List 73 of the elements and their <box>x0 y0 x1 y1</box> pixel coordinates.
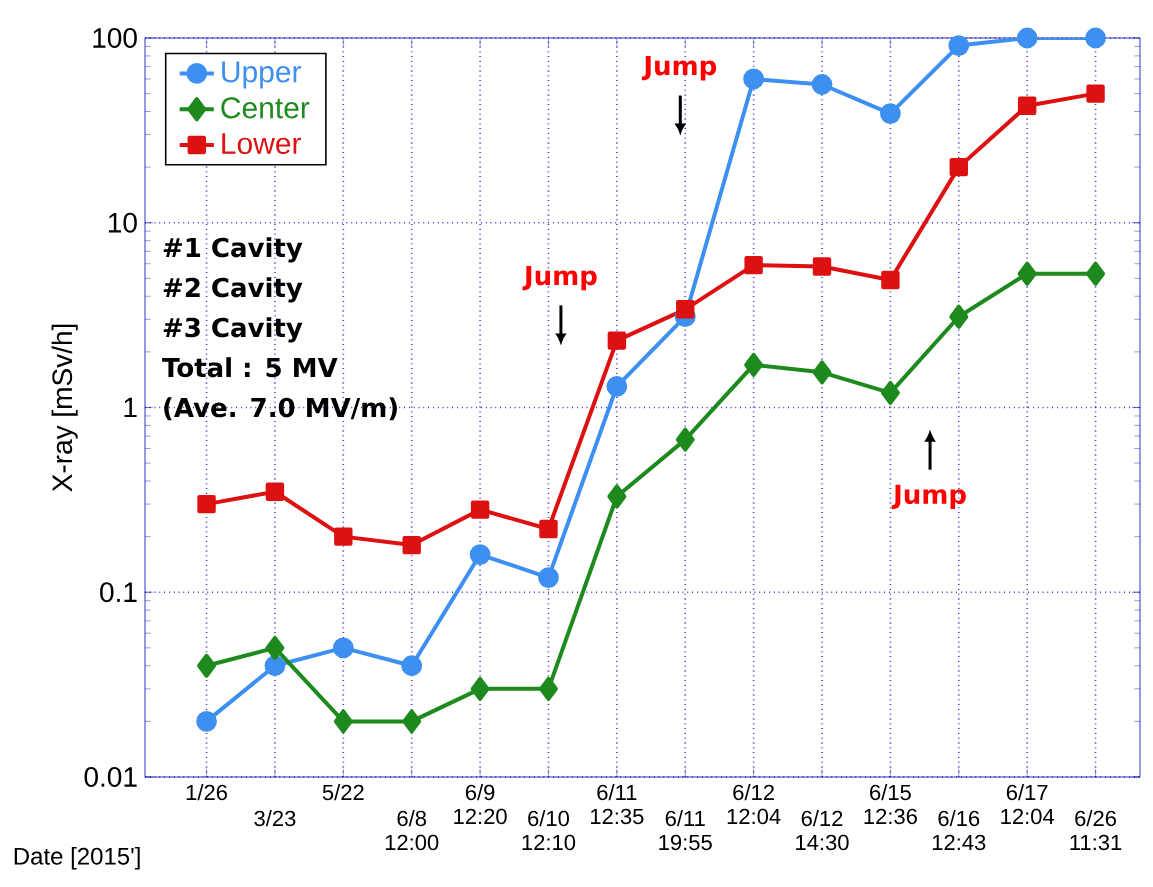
point <box>1086 84 1105 103</box>
point <box>606 376 628 397</box>
y-tick-label: 1 <box>124 397 137 418</box>
x-tick-label: 1/26 <box>186 784 227 801</box>
point <box>811 74 833 95</box>
point <box>538 676 558 701</box>
x-tick-label: 6/12 14:30 <box>796 810 849 851</box>
point <box>744 255 763 275</box>
point <box>812 360 832 385</box>
point <box>743 68 765 90</box>
point <box>264 655 286 677</box>
x-tick-label: 6/12 12:04 <box>727 784 781 825</box>
point <box>949 304 969 329</box>
point <box>197 653 217 678</box>
point <box>744 352 764 377</box>
x-tick-label: 6/8 12:00 <box>385 810 439 851</box>
point <box>538 567 559 589</box>
x-tick-label: 5/22 <box>322 784 364 801</box>
y-tick-label: 100 <box>93 28 137 48</box>
point <box>196 710 217 732</box>
x-tick-label: 6/10 12:10 <box>522 810 576 851</box>
point <box>265 482 285 501</box>
annotation: Jump <box>891 484 966 510</box>
point <box>1086 261 1106 286</box>
point <box>469 544 491 565</box>
annotation: (Ave. 7.0 MV/m) <box>164 397 397 421</box>
point <box>333 709 353 734</box>
legend-label: Lower <box>222 133 302 155</box>
annotation: #3 Cavity <box>163 317 303 343</box>
point <box>880 380 900 405</box>
x-tick-label: 6/11 19:55 <box>659 810 712 851</box>
point <box>402 535 421 555</box>
x-tick-label: 6/15 12:36 <box>864 784 917 825</box>
point <box>948 35 970 56</box>
point <box>1016 27 1038 49</box>
annotation: #1 Cavity <box>163 237 303 263</box>
x-tick-label: 6/11 12:35 <box>590 784 644 825</box>
annotation: Jump <box>522 265 597 291</box>
point <box>880 103 901 124</box>
legend-label: Center <box>221 97 310 119</box>
point <box>881 270 900 290</box>
point <box>197 494 216 514</box>
legend-label: Upper <box>222 61 302 89</box>
point <box>676 300 695 319</box>
point <box>539 519 558 539</box>
point <box>607 331 627 350</box>
point <box>470 676 490 701</box>
point <box>332 637 354 659</box>
point <box>1085 27 1106 49</box>
y-tick-label: 0.01 <box>84 767 137 787</box>
point <box>1017 261 1037 286</box>
x-tick-label: 6/9 12:20 <box>454 784 507 825</box>
point <box>812 257 832 276</box>
point <box>334 527 353 546</box>
annotation: Total : 5 MV <box>162 357 338 378</box>
point <box>402 709 422 734</box>
annotation: #2 Cavity <box>163 277 303 303</box>
point <box>675 427 695 452</box>
y-tick-label: 0.1 <box>100 582 137 603</box>
point <box>265 635 285 660</box>
point <box>607 484 627 509</box>
point <box>401 655 423 677</box>
y-axis-title: X-ray [mSv/h] <box>51 324 78 492</box>
point <box>1017 96 1037 115</box>
annotation: Jump <box>641 56 717 81</box>
x-tick-label: 6/26 11:31 <box>1070 810 1122 851</box>
x-tick-label: 3/23 <box>254 810 296 827</box>
point <box>949 157 968 177</box>
x-axis-title: Date [2015'] <box>14 847 140 870</box>
point <box>470 500 490 519</box>
y-tick-label: 10 <box>108 212 137 233</box>
x-tick-label: 6/16 12:43 <box>932 810 986 851</box>
x-tick-label: 6/17 12:04 <box>1001 784 1055 825</box>
